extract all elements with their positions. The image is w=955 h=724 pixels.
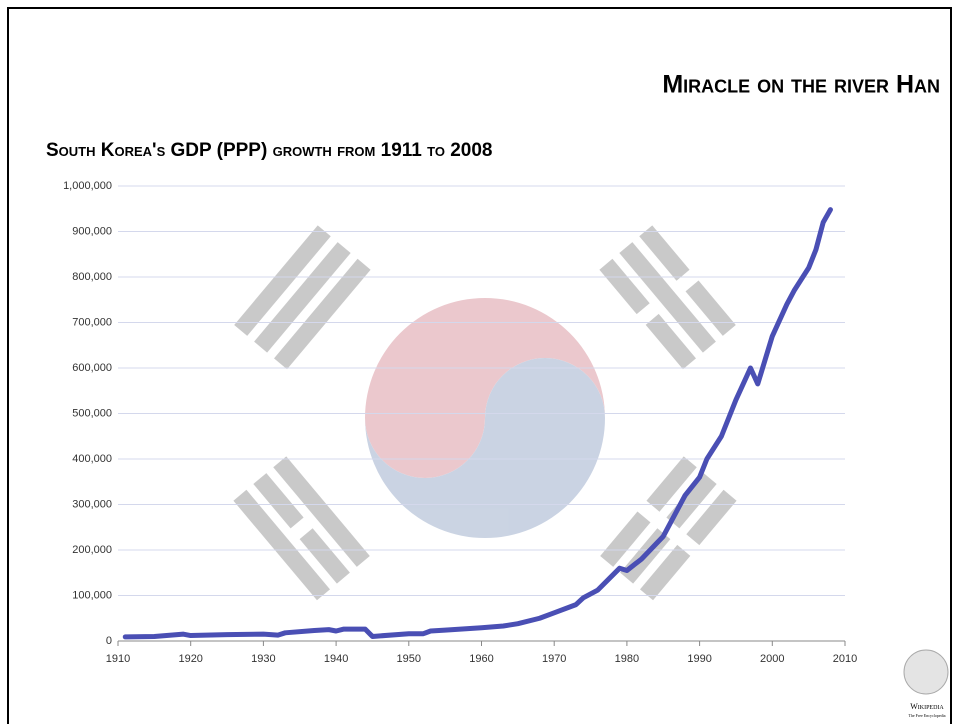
y-tick-label: 700,000 — [72, 316, 112, 328]
y-tick-label: 400,000 — [72, 453, 112, 465]
slide-title: Miracle on the river Han — [662, 71, 940, 99]
x-tick-label: 1910 — [106, 653, 130, 665]
y-tick-label: 600,000 — [72, 362, 112, 374]
y-tick-label: 900,000 — [72, 225, 112, 237]
y-tick-label: 300,000 — [72, 498, 112, 510]
x-tick-label: 1940 — [324, 653, 348, 665]
x-tick-label: 1960 — [469, 653, 493, 665]
x-tick-label: 1930 — [251, 653, 275, 665]
flag-background — [233, 225, 737, 601]
wikipedia-logo: Wikipedia The Free Encyclopedia — [903, 649, 949, 718]
y-tick-label: 0 — [106, 635, 112, 647]
x-tick-label: 1980 — [615, 653, 639, 665]
y-tick-label: 100,000 — [72, 589, 112, 601]
x-tick-label: 1950 — [397, 653, 421, 665]
x-tick-label: 1970 — [542, 653, 566, 665]
logo-name: Wikipedia — [910, 702, 944, 711]
chart-title: South Korea's GDP (PPP) growth from 1911… — [46, 140, 493, 161]
x-tick-label: 2000 — [760, 653, 784, 665]
x-tick-label: 1990 — [687, 653, 711, 665]
y-tick-label: 800,000 — [72, 271, 112, 283]
x-tick-label: 1920 — [178, 653, 202, 665]
y-tick-label: 500,000 — [72, 407, 112, 419]
logo-tagline: The Free Encyclopedia — [908, 713, 945, 718]
y-tick-label: 1,000,000 — [63, 180, 112, 192]
y-tick-label: 200,000 — [72, 544, 112, 556]
x-tick-label: 2010 — [833, 653, 857, 665]
gdp-line — [122, 207, 833, 640]
slide-frame — [7, 7, 952, 724]
